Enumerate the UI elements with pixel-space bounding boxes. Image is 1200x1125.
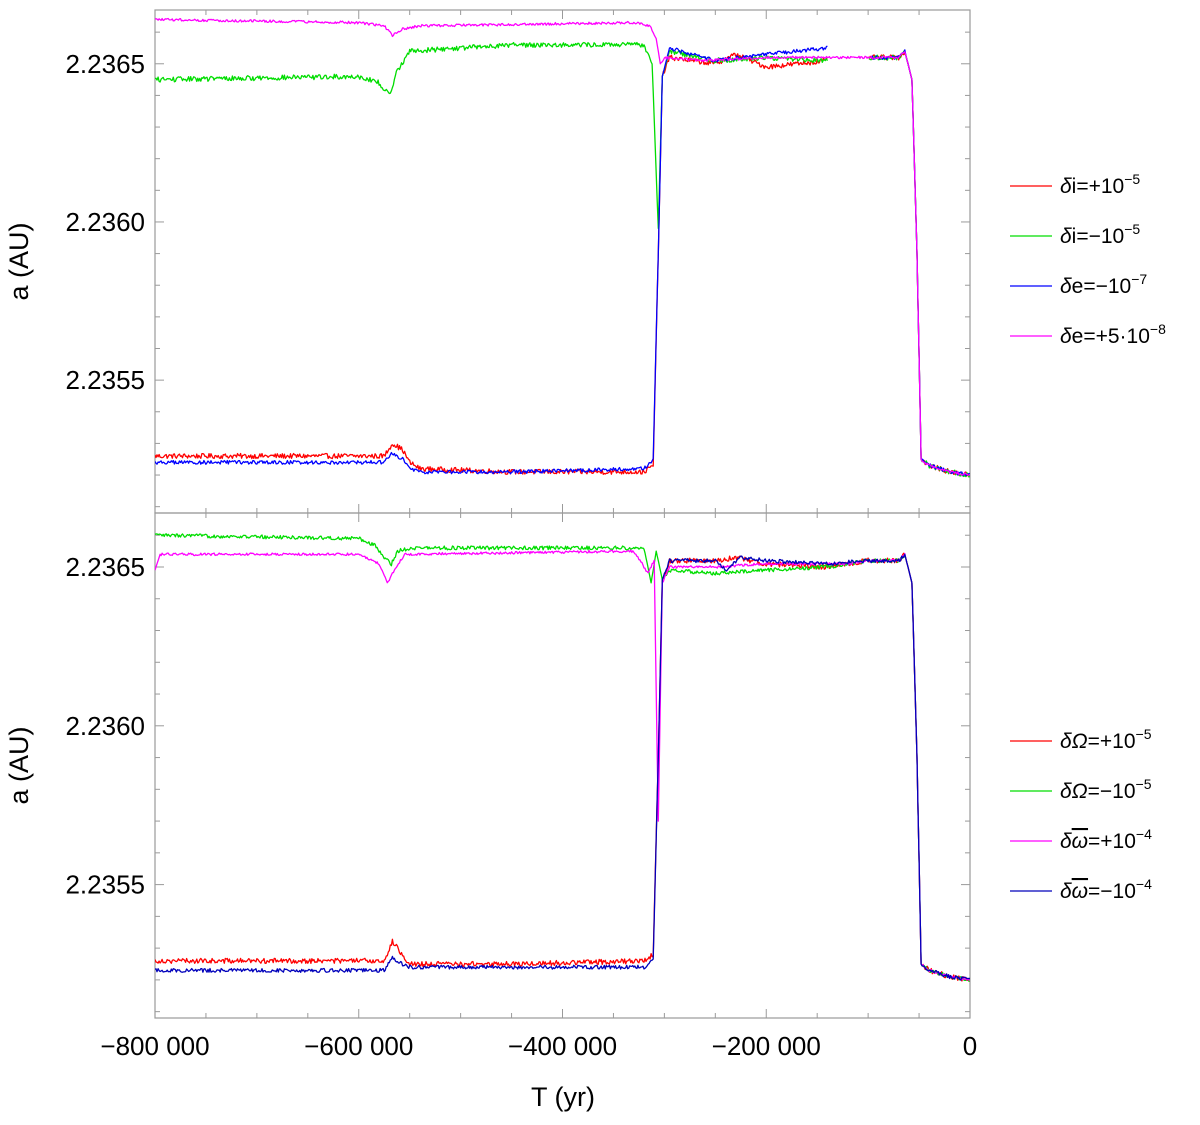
legend-symbol: δ — [1060, 830, 1072, 853]
legend-entry: δω=+10−4 — [1010, 826, 1152, 853]
series-line — [155, 17, 970, 476]
x-tick-label: −800 000 — [100, 1031, 209, 1061]
legend-entry: δω=−10−4 — [1010, 876, 1152, 903]
x-tick-label: 0 — [963, 1031, 977, 1061]
legend-exponent: −5 — [1124, 171, 1140, 187]
legend-entry: δΩ=+10−5 — [1010, 726, 1152, 753]
legend-label: δi=−10−5 — [1060, 221, 1140, 248]
y-tick-label: 2.2355 — [65, 365, 145, 395]
legend-exponent: −5 — [1136, 726, 1152, 742]
legend-exponent: −4 — [1136, 876, 1152, 892]
series-line — [155, 552, 970, 982]
legend-entry: δe=−10−7 — [1010, 271, 1147, 298]
legend-symbol: δΩ — [1060, 730, 1088, 753]
legend-symbol: δ — [1060, 325, 1072, 348]
legend-value: i=−10 — [1072, 225, 1125, 248]
legend-value: =+10 — [1088, 730, 1136, 753]
legend-entry: δi=−10−5 — [1010, 221, 1140, 248]
legend-entry: δe=+5·10−8 — [1010, 321, 1166, 348]
panel-2: 2.2355 2.2360 2.2365 a (AU) −800 000 −600 000… — [4, 512, 1152, 1061]
legend-exponent: −8 — [1150, 321, 1166, 337]
legend-symbol: δΩ — [1060, 780, 1088, 803]
legend-value: =+10 — [1088, 830, 1136, 853]
plot-frame — [154, 512, 971, 1019]
series-line — [155, 41, 970, 478]
legend-exponent: −7 — [1131, 271, 1147, 287]
plot-frame — [154, 9, 971, 514]
legend-label: δi=+10−5 — [1060, 171, 1140, 198]
legend-exponent: −5 — [1124, 221, 1140, 237]
legend-label: δω=−10−4 — [1060, 876, 1152, 903]
y-tick-label: 2.2355 — [65, 870, 145, 900]
x-tick-label: −200 000 — [712, 1031, 821, 1061]
series-line — [155, 553, 970, 981]
legend-exponent: −4 — [1136, 826, 1152, 842]
series-line — [155, 533, 970, 982]
series-line — [155, 549, 970, 981]
legend-symbol: δ — [1060, 880, 1072, 903]
series-line — [155, 52, 970, 477]
legend-value: e=+5·10 — [1072, 325, 1150, 348]
legend-symbol: δ — [1060, 225, 1072, 248]
y-tick-label: 2.2360 — [65, 711, 145, 741]
legend-label: δω=+10−4 — [1060, 826, 1152, 853]
legend-exponent: −5 — [1136, 776, 1152, 792]
legend-value: =−10 — [1088, 780, 1136, 803]
y-axis-label: a (AU) — [4, 222, 34, 300]
legend-label: δe=+5·10−8 — [1060, 321, 1166, 348]
legend-value: e=−10 — [1072, 275, 1132, 298]
legend-label: δe=−10−7 — [1060, 271, 1147, 298]
legend-symbol: ω — [1072, 880, 1088, 903]
x-axis-label: T (yr) — [531, 1082, 595, 1112]
y-tick-label: 2.2365 — [65, 552, 145, 582]
legend-label: δΩ=+10−5 — [1060, 726, 1152, 753]
x-tick-label: −600 000 — [304, 1031, 413, 1061]
legend-symbol: ω — [1072, 830, 1088, 853]
legend-symbol: δ — [1060, 175, 1072, 198]
legend-entry: δi=+10−5 — [1010, 171, 1140, 198]
legend-value: =−10 — [1088, 880, 1136, 903]
y-tick-label: 2.2365 — [65, 49, 145, 79]
series-line — [155, 45, 970, 477]
y-axis-label: a (AU) — [4, 726, 34, 804]
x-tick-label: −400 000 — [508, 1031, 617, 1061]
legend-label: δΩ=−10−5 — [1060, 776, 1152, 803]
legend-symbol: δ — [1060, 275, 1072, 298]
y-tick-label: 2.2360 — [65, 207, 145, 237]
legend-value: i=+10 — [1072, 175, 1125, 198]
legend-entry: δΩ=−10−5 — [1010, 776, 1152, 803]
